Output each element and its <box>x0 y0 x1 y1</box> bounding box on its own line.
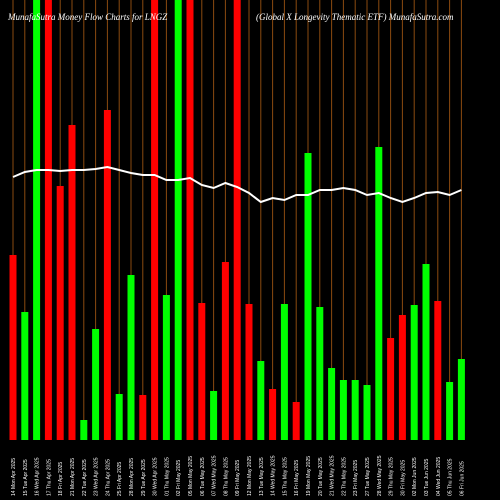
x-tick-label: 07 Wed May 2025 <box>212 455 218 496</box>
x-tick-label: 25 Fri Apr 2025 <box>117 462 123 496</box>
bar <box>174 0 182 440</box>
x-tick-label: 22 Thu May 2025 <box>341 457 347 496</box>
bar <box>245 304 253 440</box>
x-tick-label: 24 Thu Apr 2025 <box>105 459 111 496</box>
bar <box>44 0 52 440</box>
x-tick-label: 28 Mon Apr 2025 <box>129 458 135 496</box>
x-tick-label: 06 Tue May 2025 <box>200 457 206 496</box>
x-tick-label: 02 Fri May 2025 <box>176 460 182 496</box>
bar <box>410 305 418 440</box>
bar <box>398 315 406 440</box>
bar <box>387 338 395 440</box>
x-tick-label: 18 Fri Apr 2025 <box>58 462 64 496</box>
bar <box>422 264 430 440</box>
x-tick-label: 29 Thu May 2025 <box>389 457 395 496</box>
x-tick-label: 08 Thu May 2025 <box>223 457 229 496</box>
bar <box>280 304 288 440</box>
x-tick-label: 28 Wed May 2025 <box>377 455 383 496</box>
bar <box>115 394 123 440</box>
bar <box>9 255 17 440</box>
x-tick-label: 14 Mon Apr 2025 <box>11 458 17 496</box>
bar <box>304 153 312 440</box>
x-tick-label: 15 Thu May 2025 <box>282 457 288 496</box>
bar <box>33 0 41 440</box>
bar <box>257 361 265 440</box>
bar <box>446 382 454 440</box>
x-tick-label: 27 Tue May 2025 <box>365 457 371 496</box>
bar <box>316 307 324 440</box>
x-tick-label: 16 Wed Apr 2025 <box>35 457 41 496</box>
x-tick-label: 04 Wed Jun 2025 <box>436 457 442 496</box>
bar <box>162 295 170 440</box>
x-tick-label: 09 Fri May 2025 <box>235 460 241 496</box>
x-tick-label: 02 Mon Jun 2025 <box>412 457 418 496</box>
bar <box>139 395 147 440</box>
bar <box>221 262 229 440</box>
x-tick-label: 22 Tue Apr 2025 <box>82 459 88 496</box>
chart-title: MunafaSutra Money Flow Charts for LNGZ <box>7 12 168 22</box>
bar <box>210 391 218 440</box>
price-line <box>12 165 462 204</box>
x-tick-label: 21 Wed May 2025 <box>330 455 336 496</box>
bar <box>351 380 359 440</box>
chart-subtitle: (Global X Longevity Thematic ETF) Munafa… <box>256 12 454 22</box>
bar <box>80 420 88 440</box>
x-tick-label: 21 Mon Apr 2025 <box>70 458 76 496</box>
x-tick-label: 01 Thu May 2025 <box>164 457 170 496</box>
x-tick-label: 17 Thu Apr 2025 <box>46 459 52 496</box>
x-tick-label: 13 Tue May 2025 <box>259 457 265 496</box>
x-tick-label: 30 Wed Apr 2025 <box>153 457 159 496</box>
bar <box>92 329 100 440</box>
x-tick-label: 05 Mon May 2025 <box>188 456 194 496</box>
bar <box>339 380 347 440</box>
x-tick-label: 20 Tue May 2025 <box>318 457 324 496</box>
x-tick-label: 05 Thu Jun 2025 <box>448 458 454 496</box>
x-tick-label: 29 Tue Apr 2025 <box>141 459 147 496</box>
bar <box>103 110 111 440</box>
x-tick-label: 30 Fri May 2025 <box>400 460 406 496</box>
bar <box>434 301 442 440</box>
x-tick-label: 06 Fri Jun 2025 <box>459 461 465 496</box>
bar <box>269 389 277 440</box>
x-tick-label: 23 Fri May 2025 <box>353 460 359 496</box>
x-tick-label: 23 Wed Apr 2025 <box>94 457 100 496</box>
x-tick-label: 19 Mon May 2025 <box>306 456 312 496</box>
bar <box>457 359 465 440</box>
bar <box>363 385 371 440</box>
bars <box>9 0 465 440</box>
x-tick-label: 15 Tue Apr 2025 <box>23 459 29 496</box>
bar <box>328 368 336 440</box>
bar <box>186 0 194 440</box>
bar <box>21 312 29 440</box>
bar <box>198 303 206 440</box>
bar <box>151 0 159 440</box>
bar <box>127 275 135 440</box>
bar <box>375 147 383 440</box>
bar <box>56 186 64 440</box>
bar <box>68 125 76 440</box>
x-tick-label: 03 Tue Jun 2025 <box>424 459 430 496</box>
x-tick-label: 16 Fri May 2025 <box>294 460 300 496</box>
x-tick-label: 14 Wed May 2025 <box>271 455 277 496</box>
x-tick-label: 12 Mon May 2025 <box>247 456 253 496</box>
bar <box>292 402 300 440</box>
bar <box>233 0 241 440</box>
labels: 14 Mon Apr 2025 15 Tue Apr 2025 16 Wed Apr… <box>11 455 465 496</box>
